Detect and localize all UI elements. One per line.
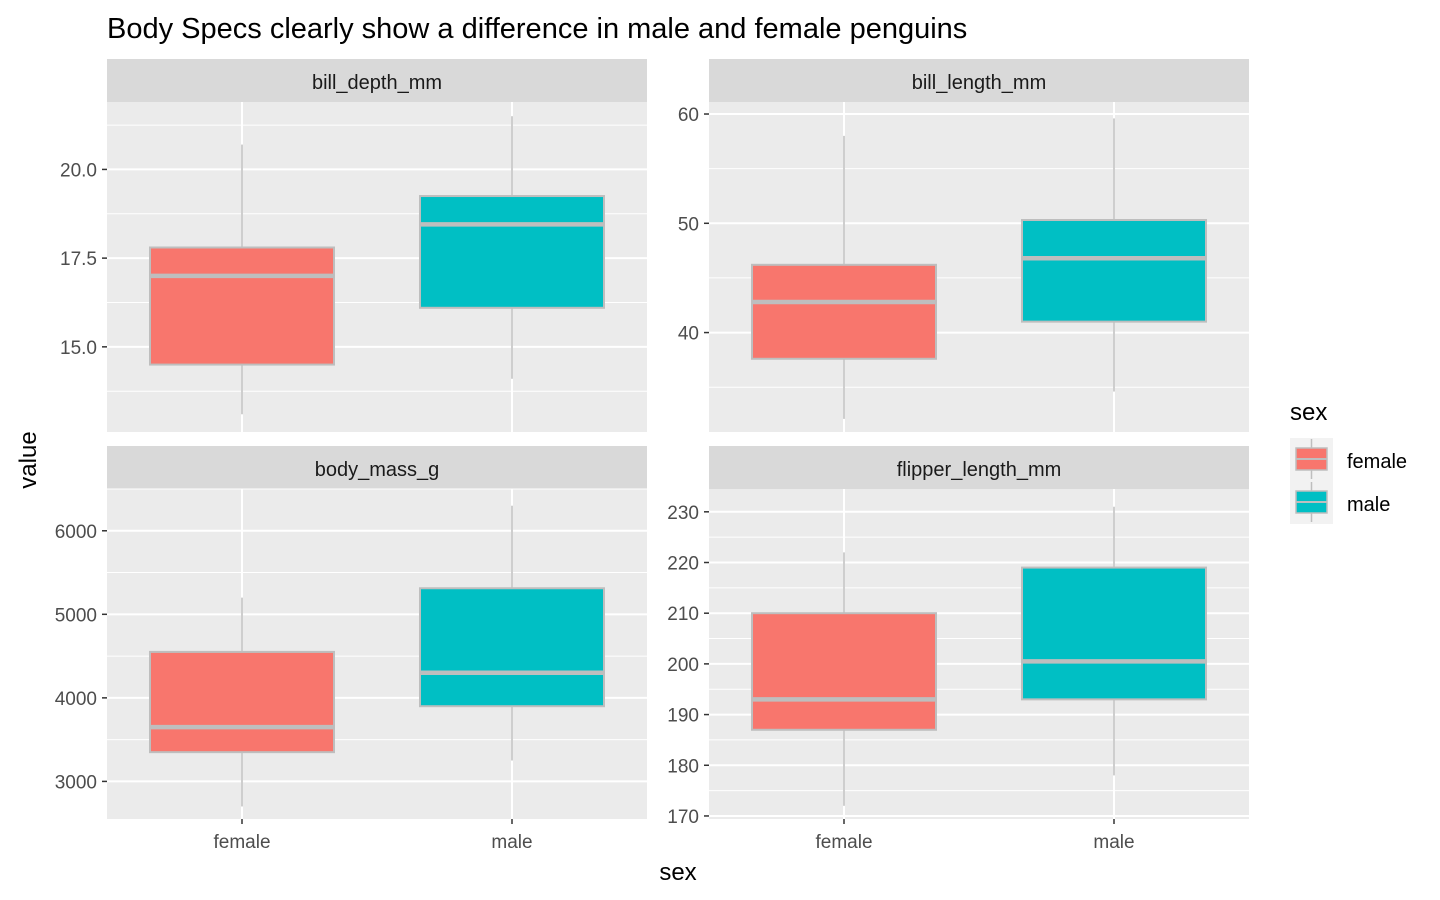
y-tick-label: 17.5 — [60, 249, 97, 270]
panel-flipper-length-mm: flipper_length_mm 170 180 190 200 210 220 230 fe… — [667, 446, 1249, 853]
legend-title: sex — [1290, 399, 1327, 426]
y-tick-label: 6000 — [55, 522, 97, 543]
y-tick-label: 5000 — [55, 605, 97, 626]
panel-bill-length-mm: bill_length_mm 40 50 60 — [678, 59, 1249, 432]
y-tick-label: 170 — [667, 807, 699, 828]
legend: sex female male — [1290, 399, 1407, 524]
box-iqr — [751, 263, 937, 360]
plot-title: Body Specs clearly show a difference in … — [107, 13, 967, 45]
panel-bill-depth-mm: bill_depth_mm 15.0 17.5 20.0 — [60, 59, 647, 432]
y-tick-label: 60 — [678, 105, 699, 126]
y-tick-label: 4000 — [55, 689, 97, 710]
x-tick-label: female — [213, 832, 270, 853]
strip-label: body_mass_g — [315, 459, 440, 481]
strip-label: bill_length_mm — [912, 72, 1047, 94]
box-female — [751, 135, 937, 419]
box-iqr — [419, 587, 605, 708]
y-tick-label: 20.0 — [60, 160, 97, 181]
box-iqr — [149, 246, 335, 366]
box-iqr — [419, 195, 605, 309]
y-tick-label: 40 — [678, 324, 699, 345]
strip-background — [107, 59, 647, 102]
y-tick-label: 190 — [667, 706, 699, 727]
y-tick-label: 50 — [678, 214, 699, 235]
legend-key-female — [1295, 439, 1328, 479]
strip-background — [709, 446, 1249, 489]
x-tick-label: male — [1093, 832, 1134, 853]
panels: bill_depth_mm 15.0 17.5 20.0 bill_length_mm 4… — [55, 59, 1249, 853]
y-axis-title: value — [15, 431, 42, 488]
legend-keys — [1295, 439, 1328, 522]
box-iqr — [751, 612, 937, 731]
legend-label-female: female — [1347, 451, 1407, 473]
legend-key-male — [1295, 482, 1328, 522]
y-tick-label: 200 — [667, 655, 699, 676]
y-tick-label: 15.0 — [60, 338, 97, 359]
x-tick-label: male — [491, 832, 532, 853]
y-tick-label: 3000 — [55, 772, 97, 793]
y-tick-label: 210 — [667, 604, 699, 625]
box-iqr — [1021, 219, 1207, 323]
box-male — [1021, 118, 1207, 392]
panel-body-mass-g: body_mass_g 3000 4000 5000 6000 female male — [55, 446, 647, 853]
box-iqr — [149, 650, 335, 754]
y-tick-label: 230 — [667, 503, 699, 524]
box-female — [751, 552, 937, 806]
strip-background — [709, 59, 1249, 102]
box-male — [419, 116, 605, 379]
y-tick-label: 180 — [667, 756, 699, 777]
legend-label-male: male — [1347, 494, 1390, 516]
box-female — [149, 144, 335, 415]
strip-label: bill_depth_mm — [312, 72, 442, 94]
x-axis-title: sex — [659, 859, 696, 886]
y-tick-label: 220 — [667, 554, 699, 575]
box-male — [1021, 506, 1207, 776]
strip-label: flipper_length_mm — [897, 459, 1062, 481]
box-male — [419, 505, 605, 761]
strip-background — [107, 446, 647, 489]
x-tick-label: female — [815, 832, 872, 853]
box-female — [149, 597, 335, 807]
box-iqr — [1021, 566, 1207, 701]
